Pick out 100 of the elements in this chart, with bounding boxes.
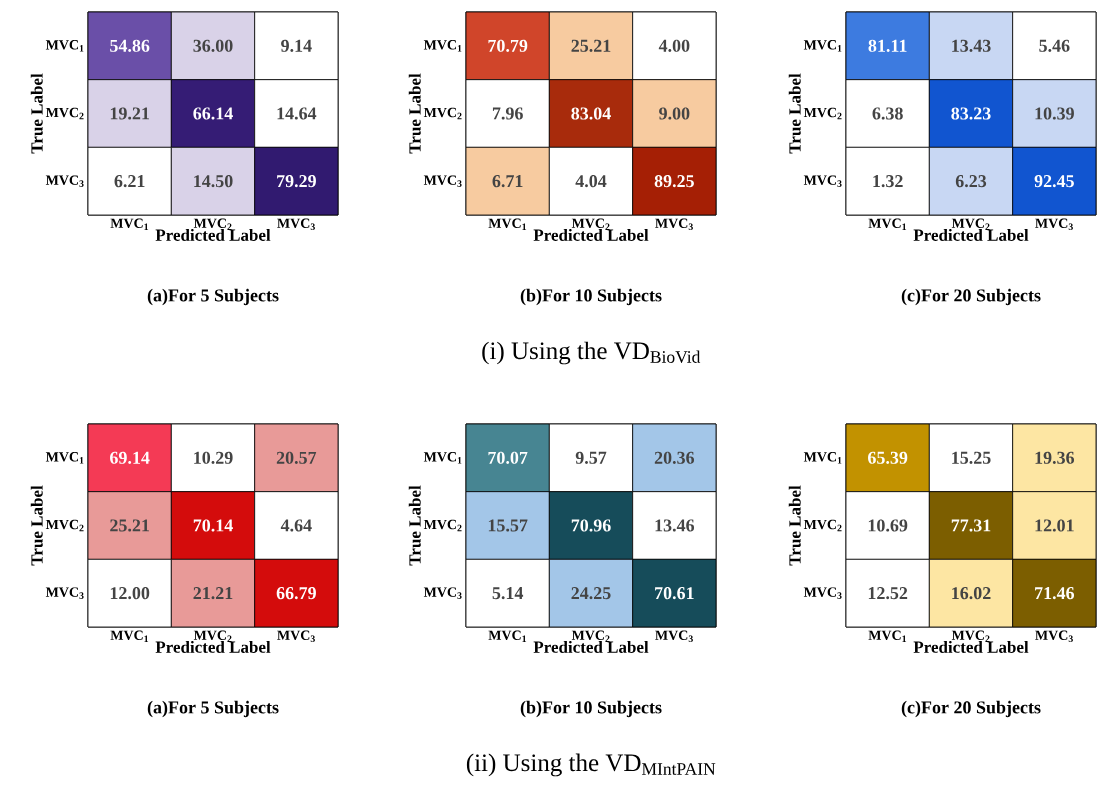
data-label: 20.36	[654, 451, 695, 464]
x-tick-label: MVC$_{1}$	[110, 218, 149, 230]
y-tick-label: MVC$_{2}$	[45, 107, 84, 120]
x-tick-label: MVC$_{2}$	[193, 630, 232, 642]
x-tick-label: MVC$_{2}$	[571, 218, 610, 230]
x-tick-label: MVC$_{1}$	[868, 630, 907, 642]
y-tick-label: MVC$_{1}$	[423, 40, 462, 52]
x-tick-label: MVC$_{3}$	[655, 630, 693, 643]
y-tick-label: MVC$_{3}$	[803, 587, 842, 599]
data-label: 4.00	[658, 39, 690, 52]
data-label: 20.57	[276, 451, 317, 464]
data-label: 89.25	[654, 175, 694, 188]
x-tick-label: MVC$_{1}$	[868, 218, 907, 230]
text: (i) Using the VD$_{BioVid}$	[482, 341, 701, 365]
data-label: 65.39	[868, 451, 908, 464]
data-label: 70.07	[488, 451, 528, 464]
data-label: 71.46	[1035, 587, 1075, 600]
y-tick-label: MVC$_{1}$	[45, 40, 84, 52]
data-label: 83.04	[571, 107, 611, 120]
text: (a)For 5 Subjects	[147, 700, 279, 718]
text: (b)For 10 Subjects	[520, 288, 662, 306]
data-label: 16.02	[952, 587, 991, 600]
y-tick-label: MVC$_{1}$	[803, 40, 842, 52]
x-tick-label: MVC$_{3}$	[277, 218, 315, 231]
data-label: 5.14	[492, 587, 524, 600]
data-label: 19.36	[1035, 451, 1075, 464]
y-axis-title: True Label	[408, 73, 421, 154]
data-label: 66.79	[276, 587, 316, 600]
data-label: 77.31	[951, 519, 991, 532]
text: (a)For 5 Subjects	[147, 288, 279, 306]
data-label: 5.46	[1039, 39, 1070, 52]
y-axis-title: True Label	[788, 73, 801, 154]
y-tick-label: MVC$_{2}$	[423, 107, 462, 120]
x-tick-label: MVC$_{1}$	[488, 630, 527, 642]
y-axis-title: True Label	[30, 485, 43, 566]
x-tick-label: MVC$_{1}$	[488, 218, 527, 230]
data-label: 12.52	[868, 587, 908, 600]
y-tick-label: MVC$_{1}$	[423, 452, 462, 464]
data-label: 14.50	[194, 175, 233, 188]
data-label: 13.43	[952, 39, 991, 52]
data-label: 69.14	[110, 451, 150, 464]
y-axis-title: True Label	[30, 73, 43, 154]
y-tick-label: MVC$_{3}$	[803, 175, 842, 187]
data-label: 6.38	[872, 107, 903, 120]
data-label: 19.21	[110, 107, 149, 120]
y-tick-label: MVC$_{1}$	[45, 452, 84, 464]
text: (ii) Using the VD$_{MIntPAIN}$	[466, 753, 716, 777]
data-label: 70.61	[655, 587, 694, 600]
x-tick-label: MVC$_{2}$	[951, 630, 990, 642]
data-label: 4.64	[280, 519, 312, 532]
x-tick-label: MVC$_{3}$	[1035, 218, 1073, 231]
x-tick-label: MVC$_{2}$	[951, 218, 990, 230]
data-label: 9.00	[659, 107, 690, 120]
y-tick-label: MVC$_{1}$	[803, 452, 842, 464]
data-label: 54.86	[110, 39, 150, 52]
y-tick-label: MVC$_{3}$	[423, 175, 462, 187]
data-label: 12.01	[1035, 519, 1074, 532]
data-label: 13.46	[655, 519, 695, 532]
data-label: 9.14	[281, 39, 312, 52]
x-tick-label: MVC$_{3}$	[277, 630, 315, 643]
y-axis-title: True Label	[408, 485, 421, 566]
data-label: 1.32	[873, 175, 903, 188]
data-label: 81.11	[868, 39, 907, 52]
data-label: 10.69	[868, 519, 908, 532]
text: (c)For 20 Subjects	[901, 700, 1041, 718]
data-label: 70.79	[488, 39, 528, 52]
data-label: 10.29	[194, 451, 233, 464]
y-tick-label: MVC$_{2}$	[423, 519, 462, 532]
data-label: 24.25	[571, 587, 611, 600]
y-tick-label: MVC$_{2}$	[45, 519, 84, 532]
y-tick-label: MVC$_{2}$	[803, 519, 842, 532]
data-label: 25.21	[571, 39, 611, 52]
data-label: 15.57	[488, 519, 528, 532]
y-axis-title: True Label	[788, 485, 801, 566]
text: (c)For 20 Subjects	[901, 288, 1041, 306]
x-tick-label: MVC$_{2}$	[193, 218, 232, 230]
data-label: 7.96	[492, 107, 523, 120]
data-label: 83.23	[951, 107, 991, 120]
x-tick-label: MVC$_{3}$	[655, 218, 693, 231]
x-tick-label: MVC$_{1}$	[110, 630, 149, 642]
y-tick-label: MVC$_{2}$	[803, 107, 842, 120]
y-tick-label: MVC$_{3}$	[45, 175, 84, 187]
data-label: 36.00	[193, 39, 233, 52]
data-label: 70.96	[571, 519, 611, 532]
data-label: 12.00	[110, 587, 150, 600]
data-label: 15.25	[952, 451, 991, 464]
data-label: 25.21	[110, 519, 149, 532]
data-label: 70.14	[193, 519, 233, 532]
data-label: 4.04	[575, 175, 607, 188]
data-label: 14.64	[277, 107, 317, 120]
data-label: 9.57	[575, 451, 607, 464]
x-tick-label: MVC$_{3}$	[1035, 630, 1073, 643]
data-label: 10.39	[1035, 107, 1074, 120]
data-label: 21.21	[193, 587, 233, 600]
data-label: 79.29	[277, 175, 316, 188]
data-label: 66.14	[193, 107, 233, 120]
y-tick-label: MVC$_{3}$	[423, 587, 462, 599]
y-tick-label: MVC$_{3}$	[45, 587, 84, 599]
x-tick-label: MVC$_{2}$	[571, 630, 610, 642]
data-label: 6.71	[492, 175, 523, 188]
